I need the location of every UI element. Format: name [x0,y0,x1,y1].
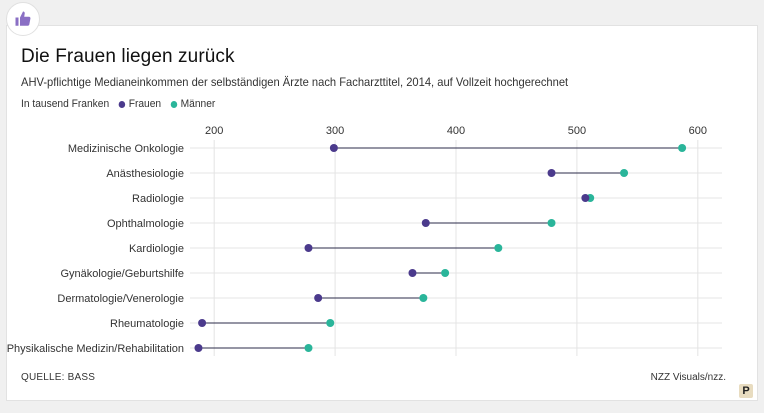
legend-swatch-maenner [170,100,177,108]
legend-label-frauen: Frauen [128,98,162,110]
legend-label-maenner: Männer [180,98,216,110]
like-button[interactable] [6,2,40,36]
point-frauen [194,344,203,352]
point-frauen [408,269,417,277]
point-frauen [329,144,338,152]
point-frauen [547,169,556,177]
unit-label: In tausend Franken [21,98,110,110]
point-maenner [441,269,450,277]
publisher-logo: P [739,384,753,398]
point-maenner [678,144,687,152]
category-label: Dermatologie/Venerologie [57,293,184,305]
category-label: Ophthalmologie [107,218,184,230]
category-label: Anästhesiologie [106,168,184,180]
category-label: Physikalische Medizin/Rehabilitation [7,343,184,355]
point-maenner [494,244,503,252]
chart-legend: In tausend Franken Frauen Männer [21,98,215,110]
chart-title: Die Frauen liegen zurück [21,46,235,67]
point-frauen [421,219,430,227]
credit-note: NZZ Visuals/nzz. [650,372,726,383]
chart-card [6,25,758,401]
thumbs-up-icon [15,11,31,26]
x-tick-label: 300 [326,125,344,137]
point-maenner [304,344,313,352]
point-maenner [620,169,629,177]
point-maenner [547,219,556,227]
category-label: Rheumatologie [110,318,184,330]
category-label: Medizinische Onkologie [68,143,184,155]
x-tick-label: 400 [447,125,465,137]
point-frauen [314,294,323,302]
category-label: Radiologie [132,193,184,205]
category-label: Kardiologie [129,243,184,255]
point-maenner [419,294,428,302]
x-tick-label: 500 [568,125,586,137]
category-label: Gynäkologie/Geburtshilfe [60,268,184,280]
source-note: QUELLE: BASS [21,372,96,383]
point-frauen [304,244,313,252]
point-frauen [198,319,207,327]
point-frauen [581,194,590,202]
x-tick-label: 600 [689,125,707,137]
x-tick-label: 200 [205,125,223,137]
point-maenner [326,319,335,327]
chart-subtitle: AHV-pflichtige Medianeinkommen der selbs… [21,75,569,89]
legend-swatch-frauen [118,100,125,108]
